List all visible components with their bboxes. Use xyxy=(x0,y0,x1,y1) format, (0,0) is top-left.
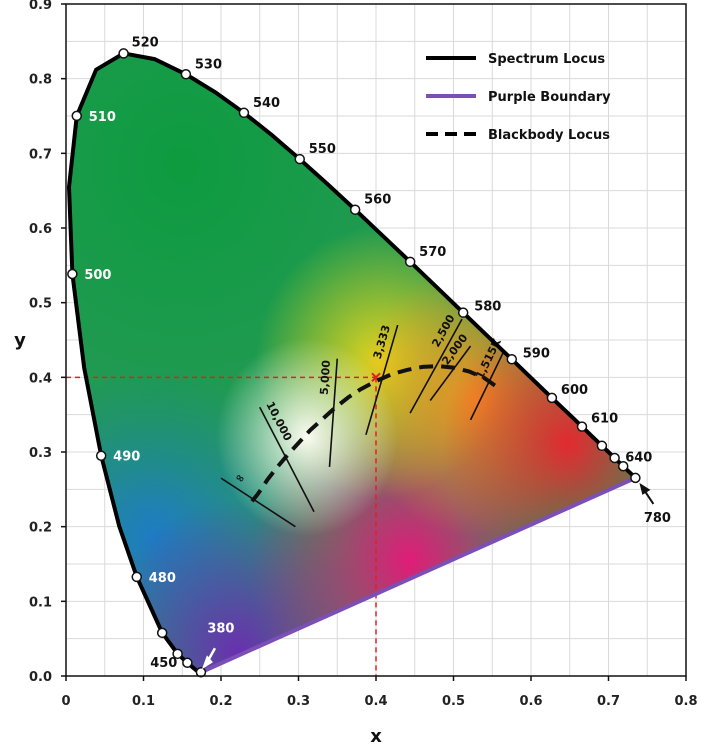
wavelength-label: 500 xyxy=(84,268,111,283)
isotherm-line xyxy=(409,318,463,414)
x-tick-label: 0.8 xyxy=(674,694,697,709)
legend-label: Spectrum Locus xyxy=(488,52,605,67)
x-tick-label: 0.2 xyxy=(209,694,232,709)
x-tick-label: 0.5 xyxy=(442,694,465,709)
x-tick-label: 0 xyxy=(61,694,70,709)
arrow-780-label: 780 xyxy=(644,511,671,526)
y-tick-label: 0.5 xyxy=(29,297,52,312)
wavelength-marker xyxy=(457,307,469,318)
isotherm-line xyxy=(328,358,339,467)
wavelength-marker xyxy=(118,48,129,59)
wavelength-label: 490 xyxy=(113,450,140,465)
wavelength-marker xyxy=(506,354,518,365)
x-axis-title: x xyxy=(370,726,382,746)
wavelength-marker xyxy=(609,452,620,464)
wavelength-marker xyxy=(172,648,183,660)
wavelength-label: 570 xyxy=(419,245,446,260)
wavelength-label: 610 xyxy=(591,412,618,427)
legend-label: Purple Boundary xyxy=(488,90,611,105)
y-tick-label: 0.8 xyxy=(29,73,52,88)
y-tick-label: 0.2 xyxy=(29,521,52,536)
axis-ticks: 0 0.1 0.2 0.3 0.4 0.5 0.6 0.7 0.8 0.0 0.1 0.2 0.3 0.4… xyxy=(29,0,698,709)
wavelength-label: 480 xyxy=(149,571,176,586)
y-tick-label: 0.4 xyxy=(29,371,52,386)
wavelength-marker xyxy=(630,472,641,484)
isotherm-line xyxy=(220,477,296,528)
y-tick-label: 0.7 xyxy=(29,147,52,162)
arrow-380-head xyxy=(201,655,213,670)
wavelength-label: 530 xyxy=(195,57,222,72)
y-tick-label: 0.0 xyxy=(29,670,52,685)
purple-boundary-line xyxy=(200,476,637,675)
arrow-380-label: 380 xyxy=(207,621,234,636)
wavelength-marker xyxy=(67,268,78,280)
isotherm-line xyxy=(259,406,315,513)
wavelength-marker xyxy=(238,107,250,119)
wavelength-marker xyxy=(131,571,143,583)
wavelength-marker xyxy=(156,627,168,639)
wavelength-label: 600 xyxy=(561,383,588,398)
wavelength-label: 540 xyxy=(253,96,280,111)
endpoint-arrows: 380 780 xyxy=(201,482,671,670)
wavelength-marker xyxy=(195,667,207,678)
blackbody-locus-line xyxy=(250,364,501,503)
wavelength-marker xyxy=(596,440,608,452)
wavelength-marker xyxy=(404,256,416,268)
arrow-780-head xyxy=(639,482,651,495)
isotherm-line xyxy=(429,345,472,401)
wavelength-marker xyxy=(576,421,588,432)
wavelength-label-450: 450 xyxy=(150,656,177,671)
wavelength-marker xyxy=(95,450,107,461)
wavelength-marker xyxy=(71,110,83,122)
x-tick-label: 0.4 xyxy=(364,694,387,709)
wavelength-marker xyxy=(180,69,192,80)
legend: Spectrum Locus Purple Boundary Blackbody L… xyxy=(426,52,611,143)
wavelength-marker xyxy=(294,153,305,165)
y-axis-title: y xyxy=(14,330,26,351)
wavelength-marker xyxy=(349,204,361,215)
x-tick-label: 0.1 xyxy=(132,694,155,709)
isotherm-line xyxy=(469,350,505,421)
wavelength-label: 640 xyxy=(625,450,652,465)
wavelength-label: 560 xyxy=(364,193,391,208)
isotherm-label: 5,000 xyxy=(318,359,333,395)
y-tick-label: 0.3 xyxy=(29,446,52,461)
wavelength-label: 510 xyxy=(89,110,116,125)
wavelength-label: 580 xyxy=(474,300,501,315)
wavelength-marker xyxy=(617,461,629,472)
y-tick-label: 0.1 xyxy=(29,595,52,610)
wavelength-marker xyxy=(546,392,558,404)
wavelength-markers: 4804905005105205305405505605705805906006… xyxy=(67,35,652,678)
x-tick-label: 0.6 xyxy=(519,694,542,709)
x-tick-label: 0.7 xyxy=(597,694,620,709)
x-tick-label: 0.3 xyxy=(287,694,310,709)
y-tick-label: 0.6 xyxy=(29,222,52,237)
wavelength-label: 590 xyxy=(523,346,550,361)
y-tick-label: 0.9 xyxy=(29,0,52,13)
wavelength-label: 550 xyxy=(309,142,336,157)
wavelength-label: 520 xyxy=(132,35,159,50)
legend-label: Blackbody Locus xyxy=(488,128,610,143)
wavelength-marker xyxy=(182,657,193,669)
